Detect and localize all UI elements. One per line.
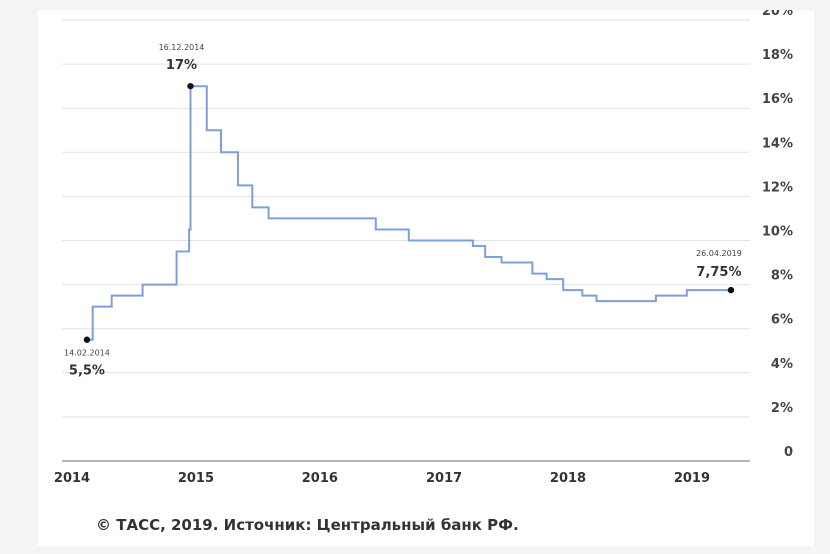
y-tick-label: 2% — [771, 401, 793, 416]
y-tick-label: 0 — [784, 445, 793, 460]
y-tick-label: 18% — [762, 48, 793, 63]
x-tick-label: 2018 — [550, 471, 586, 486]
annotation-value: 17% — [166, 58, 197, 73]
series-line — [86, 85, 731, 341]
chart-frame: 0 2% 4% 6% 8% 10% 12% 14% 16% 18% 20% 2014 2015 2016… — [38, 10, 814, 546]
y-tick-label: 8% — [771, 269, 793, 284]
annotation-value: 5,5% — [69, 364, 105, 379]
annotation-value: 7,75% — [696, 265, 741, 280]
x-tick-label: 2014 — [54, 471, 90, 486]
annotation-date: 26.04.2019 — [696, 249, 742, 258]
data-point-marker — [187, 82, 194, 90]
grid-lines — [62, 19, 750, 462]
series-lines — [86, 85, 731, 341]
y-tick-label: 14% — [762, 136, 793, 151]
y-tick-label: 16% — [762, 92, 793, 107]
data-point-marker — [727, 286, 735, 294]
annotation-date: 16.12.2014 — [159, 43, 205, 52]
data-point-marker — [83, 336, 91, 343]
key-rate-chart: 0 2% 4% 6% 8% 10% 12% 14% 16% 18% 20% 2014 2015 2016… — [54, 10, 793, 486]
y-axis-ticks: 0 2% 4% 6% 8% 10% 12% 14% 16% 18% 20% — [762, 10, 793, 460]
x-tick-label: 2015 — [178, 471, 214, 486]
x-tick-label: 2016 — [302, 471, 338, 486]
x-tick-label: 2019 — [674, 471, 710, 486]
y-tick-label: 12% — [762, 180, 793, 195]
y-tick-label: 4% — [771, 357, 793, 372]
annotations: 14.02.2014 5,5% 16.12.2014 17% 26.04.2019 7,7… — [64, 43, 742, 379]
annotation-date: 14.02.2014 — [64, 349, 110, 358]
y-tick-label: 6% — [771, 313, 793, 328]
x-axis-ticks: 2014 2015 2016 2017 2018 2019 — [54, 471, 710, 486]
y-tick-label: 10% — [762, 225, 793, 240]
source-caption: © ТАСС, 2019. Источник: Центральный банк… — [96, 516, 519, 534]
x-tick-label: 2017 — [426, 471, 462, 486]
y-tick-label: 20% — [762, 10, 793, 19]
